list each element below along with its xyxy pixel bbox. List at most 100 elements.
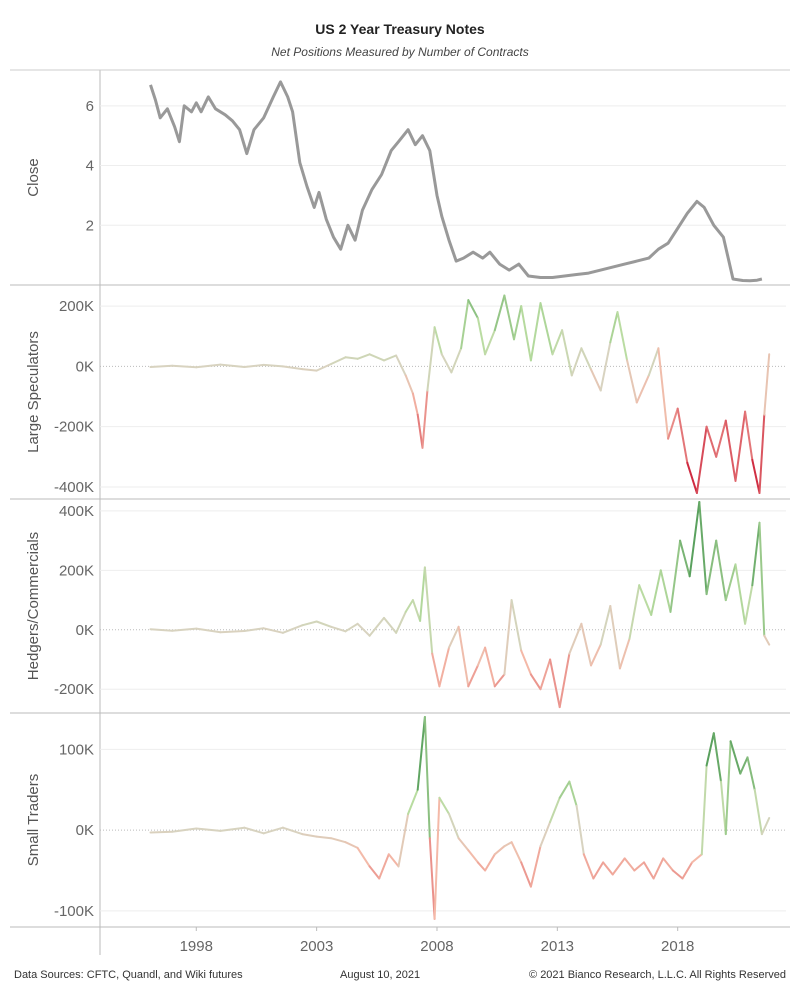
chart-subtitle: Net Positions Measured by Number of Cont… — [271, 45, 529, 59]
series-segment — [751, 521, 761, 587]
series-segment — [262, 826, 284, 835]
y-tick-label: 2 — [86, 217, 94, 234]
series-segment — [705, 732, 715, 767]
series-segment — [700, 764, 708, 856]
close-series-line — [149, 80, 763, 283]
series-segment — [549, 658, 561, 709]
series-segment — [611, 857, 626, 876]
series-segment — [575, 804, 585, 856]
series-segment — [243, 363, 265, 368]
series-segment — [383, 354, 398, 362]
series-segment — [411, 392, 419, 416]
series-segment — [679, 539, 691, 578]
series-segment — [746, 756, 756, 791]
series-segment — [539, 821, 552, 848]
y-tick-label: -200K — [54, 681, 94, 698]
series-segment — [460, 299, 470, 350]
series-segment — [171, 364, 198, 369]
series-segment — [395, 354, 407, 377]
x-tick-label: 2008 — [420, 938, 453, 955]
series-segment — [582, 853, 595, 880]
chart-title: US 2 Year Treasury Notes — [315, 21, 485, 37]
series-segment — [529, 302, 542, 362]
series-segment — [623, 857, 636, 872]
series-segment — [510, 841, 523, 864]
series-segment — [149, 364, 174, 368]
series-segment — [633, 861, 645, 872]
series-segment — [510, 599, 523, 652]
series-segment — [652, 857, 665, 880]
series-segment — [243, 826, 265, 835]
series-segment — [669, 539, 682, 613]
series-segment — [387, 853, 400, 868]
series-segment — [428, 837, 436, 920]
series-segment — [467, 299, 479, 320]
series-segment — [698, 501, 708, 596]
series-segment — [635, 374, 650, 404]
series-segment — [628, 584, 641, 640]
series-segment — [330, 837, 347, 844]
series-segment — [662, 857, 674, 872]
series-segment — [705, 425, 718, 458]
series-segment — [503, 599, 513, 676]
series-segment — [686, 461, 698, 494]
series-segment — [378, 853, 390, 880]
series-segment — [570, 347, 583, 377]
series-segment — [195, 363, 222, 369]
x-tick-label: 2003 — [300, 938, 333, 955]
series-segment — [599, 341, 612, 392]
series-segment — [503, 841, 513, 848]
series-segment — [397, 812, 410, 868]
series-segment — [638, 584, 653, 616]
series-segment — [457, 837, 470, 852]
series-segment — [476, 646, 487, 667]
series-segment — [407, 788, 419, 815]
y-tick-label: 100K — [59, 741, 94, 758]
series-segment — [301, 368, 318, 372]
series-segment — [448, 812, 460, 840]
series-segment — [551, 329, 564, 356]
series-segment — [539, 302, 554, 356]
series-segment — [467, 849, 479, 864]
y-tick-label: 200K — [59, 298, 94, 315]
series-segment — [262, 627, 284, 634]
series-segment — [457, 625, 470, 688]
series-segment — [448, 625, 460, 649]
series-segment — [763, 353, 771, 416]
series-segment — [149, 628, 174, 632]
series-segment — [760, 817, 771, 836]
series-segment — [426, 326, 436, 392]
series-segment — [734, 563, 747, 625]
y-tick-label: 0K — [76, 358, 94, 375]
series-segment — [724, 563, 737, 602]
series-segment — [423, 716, 431, 840]
series-segment — [433, 326, 443, 356]
series-segment — [643, 861, 655, 880]
series-segment — [433, 796, 441, 920]
series-segment — [734, 410, 747, 482]
series-segment — [724, 419, 737, 482]
series-segment — [659, 569, 672, 613]
series-segment — [549, 796, 561, 823]
series-segment — [529, 673, 542, 691]
series-segment — [419, 566, 426, 622]
series-segment — [647, 347, 660, 377]
series-segment — [281, 624, 304, 634]
series-segment — [484, 853, 496, 872]
series-segment — [520, 861, 532, 888]
series-segment — [484, 646, 496, 688]
series-segment — [695, 425, 708, 494]
series-segment — [219, 630, 246, 634]
series-segment — [344, 841, 359, 849]
series-segment — [705, 539, 718, 596]
series-segment — [503, 294, 515, 341]
y-tick-label: -400K — [54, 479, 94, 496]
series-segment — [558, 652, 571, 709]
series-segment — [602, 861, 614, 876]
series-segment — [650, 569, 662, 616]
series-segment — [626, 359, 638, 404]
series-segment — [715, 539, 727, 602]
footer-sources: Data Sources: CFTC, Quandl, and Wiki fut… — [14, 969, 243, 981]
y-axis-title: Small Traders — [25, 774, 42, 867]
series-segment — [356, 622, 371, 637]
